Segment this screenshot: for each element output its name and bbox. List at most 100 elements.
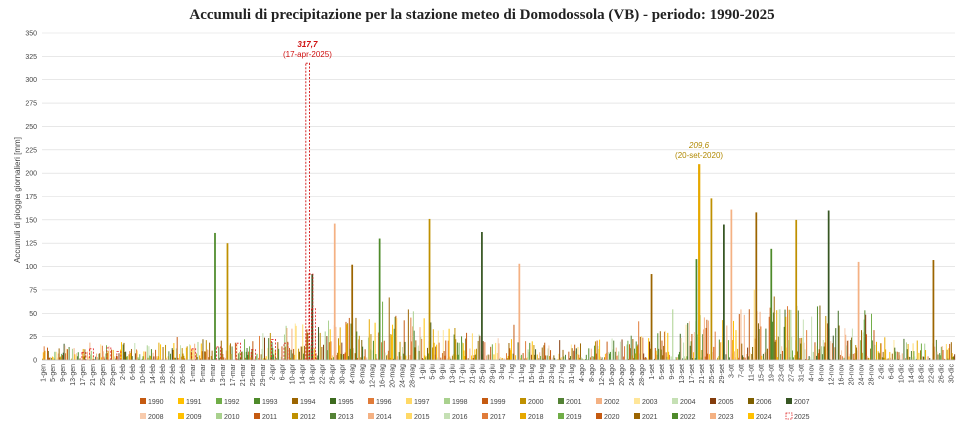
bar <box>263 358 265 360</box>
bar <box>328 342 330 360</box>
bar <box>906 349 908 360</box>
bar <box>43 346 45 360</box>
x-tick-label: 10-feb <box>140 364 147 384</box>
bar <box>568 351 570 360</box>
legend-item: 2012 <box>292 413 316 421</box>
y-tick-label: 250 <box>25 124 37 131</box>
peak-bar <box>351 264 354 360</box>
bar <box>927 356 929 360</box>
bar <box>426 347 428 360</box>
y-tick-label: 200 <box>25 171 37 178</box>
bar <box>130 352 132 360</box>
bar <box>500 357 502 360</box>
bar <box>239 357 241 360</box>
bar <box>708 354 710 360</box>
legend-label: 1997 <box>414 399 430 406</box>
x-tick-label: 4-nov <box>809 364 816 382</box>
bar <box>186 346 188 360</box>
bar <box>71 358 73 360</box>
bar <box>528 352 530 360</box>
bar <box>504 358 506 360</box>
bar <box>156 358 158 360</box>
bar <box>277 342 279 360</box>
bar <box>128 354 130 360</box>
bar <box>478 334 480 360</box>
bar <box>96 357 98 360</box>
x-tick-label: 18-dic <box>918 364 925 384</box>
bar <box>220 340 222 360</box>
bar <box>576 354 578 360</box>
bar <box>893 340 895 360</box>
bar <box>473 355 475 360</box>
bar <box>542 358 544 360</box>
bar <box>442 330 444 360</box>
bar <box>773 296 775 360</box>
bar <box>631 355 633 360</box>
bar <box>579 343 581 360</box>
legend-swatch <box>710 413 716 419</box>
bar <box>877 351 879 360</box>
bar <box>934 346 936 360</box>
bar <box>464 356 466 360</box>
bar <box>805 358 807 360</box>
bar <box>64 345 66 360</box>
bar <box>832 335 834 360</box>
bar <box>135 349 137 360</box>
bar <box>89 342 91 360</box>
bar <box>742 357 744 360</box>
bar <box>400 356 402 360</box>
bar <box>180 345 182 360</box>
bar <box>630 335 632 360</box>
bar <box>175 348 177 360</box>
bar <box>945 343 947 360</box>
bar <box>208 357 210 360</box>
bar <box>269 332 271 360</box>
x-tick-label: 28-nov <box>868 364 875 386</box>
legend-label: 1996 <box>376 399 392 406</box>
bar <box>168 351 170 360</box>
bar <box>129 351 131 360</box>
x-tick-label: 12-nov <box>829 364 836 386</box>
bar <box>597 345 599 360</box>
bar <box>315 353 317 360</box>
legend-item: 2015 <box>406 413 430 421</box>
bar <box>746 353 748 360</box>
bar <box>831 343 833 360</box>
bar <box>278 348 280 360</box>
bar <box>940 346 942 360</box>
x-tick-label: 26-dic <box>938 364 945 384</box>
bar <box>772 321 774 360</box>
bar <box>264 337 265 360</box>
legend: 1990 1991 1992 1993 1994 1995 1996 1997 1998 1999… <box>140 398 810 421</box>
x-tick-label: 9-giu <box>439 364 446 380</box>
bar <box>457 354 459 360</box>
bar <box>427 353 429 360</box>
bar <box>174 357 176 360</box>
bar <box>911 357 913 360</box>
bar <box>170 353 172 360</box>
y-axis-label: Accumuli di pioggia giornalieri [mm] <box>13 137 22 263</box>
bar <box>629 348 631 360</box>
bar <box>139 354 141 360</box>
legend-label: 1998 <box>452 399 468 406</box>
bar <box>700 357 702 360</box>
bar <box>914 356 916 360</box>
bar <box>452 354 454 360</box>
bar <box>903 338 905 360</box>
legend-label: 2000 <box>528 399 544 406</box>
bar <box>718 356 719 360</box>
bar <box>883 357 885 360</box>
bar <box>157 356 159 360</box>
legend-swatch <box>558 413 564 419</box>
bar <box>302 324 304 360</box>
bar <box>507 355 509 360</box>
annotation-date: (17-apr-2025) <box>283 50 332 59</box>
bar <box>345 321 347 360</box>
bar <box>624 346 626 360</box>
bar <box>498 343 500 360</box>
legend-item: 2013 <box>330 413 354 421</box>
bar <box>403 320 405 360</box>
bar <box>160 344 162 360</box>
legend-label: 2023 <box>718 414 734 421</box>
bar <box>694 358 696 360</box>
